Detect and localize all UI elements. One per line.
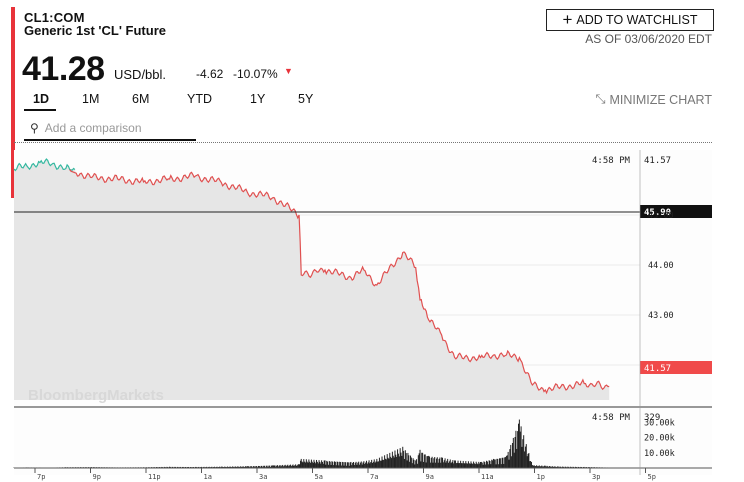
tab-ytd[interactable]: YTD — [187, 92, 212, 106]
price-unit: USD/bbl. — [114, 67, 167, 82]
x-tick-label: 7p — [37, 473, 45, 481]
x-tick-label: 9a — [426, 473, 434, 481]
y-tick-label: 45.00 — [648, 211, 674, 221]
tab-5y[interactable]: 5Y — [298, 92, 314, 106]
x-tick-label: 7a — [370, 473, 378, 481]
current-price-value: 41.57 — [644, 364, 671, 374]
x-tick-label: 11p — [148, 473, 161, 481]
prev-close-tag — [640, 205, 712, 218]
active-tab-indicator — [24, 109, 56, 111]
last-price: 41.28 — [22, 50, 105, 88]
plus-icon: + — [562, 10, 573, 29]
prev-close-value: 45.90 — [644, 208, 671, 218]
price-last-value: 41.57 — [644, 156, 671, 166]
net-change: -4.62 — [196, 67, 224, 81]
volume-tick-label: 20.00k — [644, 434, 675, 444]
watermark: BloombergMarkets — [28, 387, 164, 404]
minimize-chart-button[interactable]: ⤡ MINIMIZE CHART — [595, 92, 712, 107]
current-price-tag — [640, 361, 712, 374]
down-arrow-icon: ▼ — [284, 66, 293, 76]
volume-time-label: 4:58 PM — [592, 413, 631, 423]
security-name: Generic 1st 'CL' Future — [24, 23, 166, 38]
y-tick-label: 44.00 — [648, 261, 674, 271]
percent-change: -10.07% — [233, 67, 278, 81]
x-tick-label: 1p — [537, 473, 545, 481]
minimize-label: MINIMIZE CHART — [609, 92, 712, 107]
volume-last-value: 329 — [644, 413, 660, 423]
accent-bar — [11, 7, 15, 198]
watchlist-label: ADD TO WATCHLIST — [576, 13, 698, 27]
tab-1d[interactable]: 1D — [33, 92, 49, 106]
y-tick-label: 43.00 — [648, 311, 674, 321]
add-to-watchlist-button[interactable]: + ADD TO WATCHLIST — [546, 9, 714, 31]
price-area — [14, 159, 610, 400]
volume-tick-label: 30.00k — [644, 419, 675, 429]
search-icon: ⚲ — [30, 121, 39, 135]
comparison-placeholder: Add a comparison — [44, 121, 142, 135]
x-tick-label: 5p — [648, 473, 656, 481]
ticker-symbol: CL1:COM — [24, 10, 85, 25]
minimize-icon: ⤡ — [595, 92, 606, 106]
x-tick-label: 3a — [259, 473, 267, 481]
tab-6m[interactable]: 6M — [132, 92, 150, 106]
tab-1y[interactable]: 1Y — [250, 92, 266, 106]
volume-tick-label: 10.00k — [644, 449, 675, 459]
comparison-search[interactable]: ⚲ Add a comparison — [24, 117, 196, 141]
price-time-label: 4:58 PM — [592, 156, 631, 166]
x-tick-label: 9p — [93, 473, 101, 481]
x-tick-label: 11a — [481, 473, 494, 481]
tab-1m[interactable]: 1M — [82, 92, 100, 106]
x-tick-label: 5a — [315, 473, 323, 481]
x-tick-label: 3p — [592, 473, 600, 481]
as-of-timestamp: AS OF 03/06/2020 EDT — [585, 32, 712, 46]
chart-top-border — [14, 142, 712, 143]
price-line-above-close — [13, 158, 76, 172]
x-tick-label: 1a — [204, 473, 212, 481]
price-line-below-close — [69, 169, 610, 395]
